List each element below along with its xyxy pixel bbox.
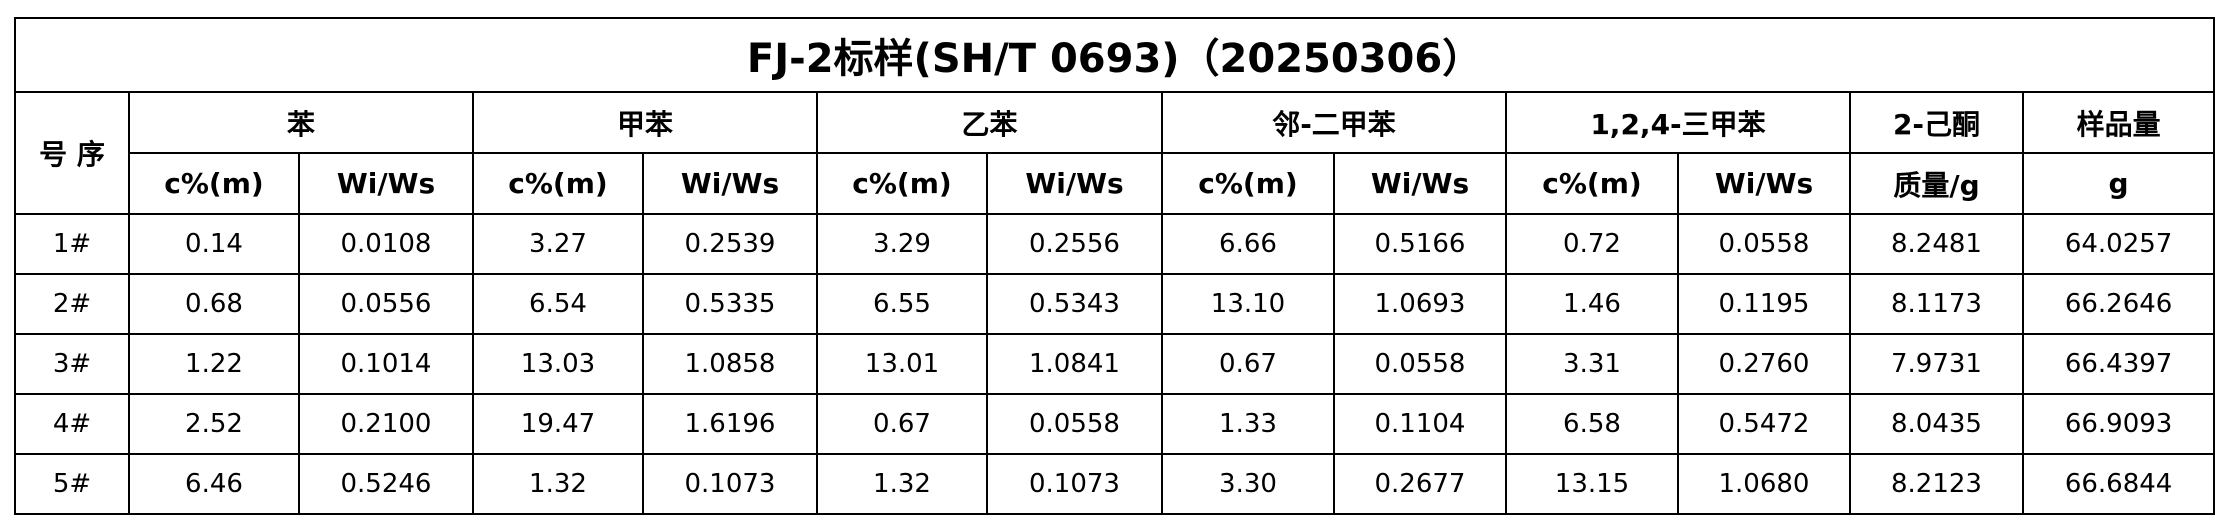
table-cell: 19.47 [472,393,644,455]
group-header: 2-己酮 [1849,91,2024,154]
table-cell: 6.54 [472,273,644,335]
table-cell: 13.10 [1161,273,1335,335]
table-cell: 1.33 [1161,393,1335,455]
table-cell: 0.72 [1505,213,1679,275]
table-cell: 0.2677 [1333,453,1507,515]
table-cell: 0.14 [128,213,300,275]
table-row: 4# 2.52 0.2100 19.47 1.6196 0.67 0.0558 1.33 0.1… [14,393,2216,455]
table-cell: 3.27 [472,213,644,275]
table-cell: 0.1195 [1677,273,1851,335]
table-cell: 1.32 [472,453,644,515]
table-title: FJ-2标样(SH/T 0693)（20250306） [13,17,2216,93]
sub-header: Wi/Ws [298,152,474,215]
table-cell: 8.2123 [1849,453,2024,515]
row-label: 1# [14,213,130,275]
table-cell: 0.68 [128,273,300,335]
row-label-header: 号 序 [14,91,130,215]
table-cell: 0.5472 [1677,393,1851,455]
table-cell: 3.30 [1161,453,1335,515]
table-cell: 8.0435 [1849,393,2024,455]
table-row: FJ-2标样(SH/T 0693)（20250306） [13,17,2216,93]
table-row: 5# 6.46 0.5246 1.32 0.1073 1.32 0.1073 3.30 0.26… [14,453,2216,515]
table-cell: 6.55 [816,273,988,335]
table-cell: 0.1014 [298,333,474,395]
table-cell: 0.5343 [986,273,1163,335]
table-cell: 1.0693 [1333,273,1507,335]
table-cell: 0.67 [1161,333,1335,395]
table-cell: 6.58 [1505,393,1679,455]
table-cell: 0.2556 [986,213,1163,275]
table-cell: 66.6844 [2021,453,2216,515]
table-cell: 64.0257 [2021,213,2216,275]
table-cell: 0.2760 [1677,333,1851,395]
table-cell: 0.0556 [298,273,474,335]
sub-header: c%(m) [128,152,300,215]
table-row: c%(m) Wi/Ws c%(m) Wi/Ws c%(m) Wi/Ws c%(m) Wi/Ws… [15,152,2216,215]
sub-header: g [2021,152,2216,215]
table-cell: 2.52 [128,393,300,455]
table-cell: 1.6196 [642,393,818,455]
group-header: 样品量 [2021,91,2216,154]
table-cell: 13.03 [472,333,644,395]
table-cell: 66.9093 [2021,393,2216,455]
table-cell: 0.5335 [642,273,818,335]
table-cell: 8.2481 [1849,213,2024,275]
table-cell: 1.22 [128,333,300,395]
table-row: 1# 0.14 0.0108 3.27 0.2539 3.29 0.2556 6.66 0.51… [14,213,2216,275]
group-header: 苯 [128,91,474,154]
table-cell: 0.0558 [1677,213,1851,275]
sub-header: 质量/g [1849,152,2024,215]
table-cell: 0.2100 [298,393,474,455]
table-cell: 7.9731 [1849,333,2024,395]
table-cell: 0.0108 [298,213,474,275]
table-cell: 13.15 [1505,453,1679,515]
sub-header: Wi/Ws [1333,152,1507,215]
table-cell: 0.0558 [986,393,1163,455]
data-table: FJ-2标样(SH/T 0693)（20250306）号 序苯甲苯 乙苯 邻-二甲苯… [13,17,2216,515]
row-label: 5# [14,453,130,515]
table-cell: 1.0680 [1677,453,1851,515]
table-cell: 0.5246 [298,453,474,515]
table-cell: 3.31 [1505,333,1679,395]
sub-header: Wi/Ws [986,152,1163,215]
sub-header: Wi/Ws [642,152,818,215]
sub-header: c%(m) [1505,152,1679,215]
group-header: 1,2,4-三甲苯 [1505,91,1851,154]
table-cell: 1.32 [816,453,988,515]
table-cell: 0.67 [816,393,988,455]
table-row: 3# 1.22 0.1014 13.03 1.0858 13.01 1.0841 0.67 0.… [14,333,2216,395]
table-cell: 0.1073 [642,453,818,515]
group-header: 邻-二甲苯 [1161,91,1507,154]
table-cell: 66.4397 [2021,333,2216,395]
sub-header: c%(m) [472,152,644,215]
sub-header: c%(m) [1161,152,1335,215]
table-cell: 3.29 [816,213,988,275]
sub-header: Wi/Ws [1677,152,1851,215]
table-cell: 1.0841 [986,333,1163,395]
table-cell: 1.46 [1505,273,1679,335]
table-cell: 0.5166 [1333,213,1507,275]
table-cell: 66.2646 [2021,273,2216,335]
table-cell: 0.2539 [642,213,818,275]
table-cell: 13.01 [816,333,988,395]
row-label: 2# [14,273,130,335]
table-cell: 0.1073 [986,453,1163,515]
row-label: 3# [14,333,130,395]
table-row: 2# 0.68 0.0556 6.54 0.5335 6.55 0.5343 13.10 1.0… [14,273,2216,335]
table-cell: 0.0558 [1333,333,1507,395]
group-header: 甲苯 [472,91,818,154]
table-cell: 1.0858 [642,333,818,395]
sub-header: c%(m) [816,152,988,215]
row-label: 4# [14,393,130,455]
table-cell: 6.46 [128,453,300,515]
table-cell: 6.66 [1161,213,1335,275]
table-cell: 8.1173 [1849,273,2024,335]
table-row: 号 序苯甲苯 乙苯 邻-二甲苯 1,2,4-三甲苯 2-己酮 样品量 [14,91,2216,215]
group-header: 乙苯 [816,91,1163,154]
table-cell: 0.1104 [1333,393,1507,455]
